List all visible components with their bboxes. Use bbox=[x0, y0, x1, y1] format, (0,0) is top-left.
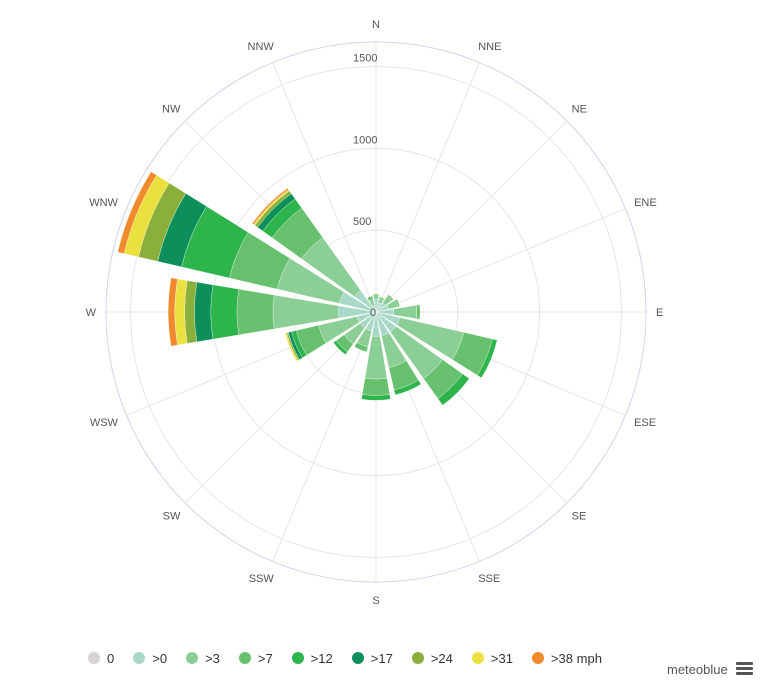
legend-item[interactable]: >12 bbox=[291, 650, 333, 666]
legend-marker bbox=[186, 652, 199, 664]
legend-item[interactable]: >24 bbox=[411, 650, 453, 666]
legend-label: >7 bbox=[257, 650, 273, 666]
ring-tick-label: 0 bbox=[370, 307, 376, 319]
legend: 0 >0 >3 >7 >12 >17 >24 >31 >38 mph bbox=[88, 650, 621, 666]
wind-bar-segment[interactable] bbox=[378, 296, 385, 301]
legend-item[interactable]: >31 bbox=[471, 650, 513, 666]
wind-bar-segment[interactable] bbox=[416, 304, 421, 320]
legend-marker bbox=[351, 652, 364, 664]
wind-bar-segment[interactable] bbox=[372, 293, 380, 300]
direction-label: SSE bbox=[478, 573, 500, 585]
wind-bar-segment[interactable] bbox=[393, 379, 422, 396]
legend-item[interactable]: 0 bbox=[88, 651, 114, 666]
legend-item[interactable]: >0 bbox=[133, 651, 167, 666]
wind-bar-segment[interactable] bbox=[194, 282, 214, 342]
wind-bar-segment[interactable] bbox=[362, 378, 390, 396]
legend-marker bbox=[133, 652, 146, 664]
legend-marker bbox=[291, 652, 304, 664]
direction-label: W bbox=[86, 307, 97, 319]
legend-item[interactable]: >38 mph bbox=[531, 650, 602, 666]
wind-bar-segment[interactable] bbox=[251, 187, 289, 225]
spoke-line bbox=[375, 208, 626, 313]
legend-marker bbox=[238, 652, 251, 664]
spoke-line bbox=[272, 62, 377, 313]
ring-tick-label: 500 bbox=[353, 216, 371, 228]
legend-label: >31 bbox=[490, 650, 513, 666]
legend-label: >0 bbox=[152, 650, 168, 666]
wind-bar-segment[interactable] bbox=[168, 277, 178, 347]
wind-bar-segment[interactable] bbox=[477, 338, 498, 379]
legend-label: >3 bbox=[205, 650, 220, 666]
spoke-line bbox=[375, 62, 480, 313]
direction-label: NNW bbox=[248, 41, 275, 53]
wind-bar-segment[interactable] bbox=[367, 295, 374, 302]
direction-label: N bbox=[372, 19, 380, 31]
legend-label: >12 bbox=[310, 650, 333, 666]
legend-label: 0 bbox=[107, 650, 115, 666]
legend-item[interactable]: >3 bbox=[186, 651, 220, 666]
legend-label: >24 bbox=[430, 650, 453, 666]
outer-ring bbox=[105, 41, 647, 583]
wind-bars bbox=[117, 171, 498, 406]
wind-bar-segment[interactable] bbox=[354, 342, 369, 353]
wind-bar-segment[interactable] bbox=[361, 394, 391, 401]
direction-label: SSW bbox=[249, 573, 275, 585]
direction-label: ESE bbox=[634, 417, 656, 429]
wind-bar-segment[interactable] bbox=[210, 284, 239, 340]
direction-label: E bbox=[656, 307, 663, 319]
axis-labels: 0 500 1000 1500 N NNE NE ENE E ESE SE SSE S SSW SW WSW W… bbox=[86, 19, 664, 607]
legend-marker bbox=[531, 652, 544, 664]
wind-bar-segment[interactable] bbox=[437, 373, 470, 406]
direction-label: WSW bbox=[90, 417, 119, 429]
legend-marker bbox=[411, 652, 424, 664]
wind-bar-segment[interactable] bbox=[393, 305, 418, 319]
wind-bar-segment[interactable] bbox=[117, 171, 157, 254]
wind-rose-chart: 0 500 1000 1500 N NNE NE ENE E ESE SE SSE S SSW SW WSW W… bbox=[86, 19, 664, 607]
grid-ring bbox=[130, 66, 622, 558]
spoke-line bbox=[272, 311, 377, 562]
legend-marker bbox=[471, 652, 484, 664]
legend-item[interactable]: >7 bbox=[238, 650, 273, 666]
ring-tick-label: 1500 bbox=[353, 53, 377, 65]
legend-label: >17 bbox=[370, 650, 393, 666]
direction-label: NE bbox=[572, 103, 587, 115]
legend-marker bbox=[88, 652, 100, 664]
legend-item[interactable]: >17 bbox=[351, 650, 393, 666]
direction-label: SE bbox=[572, 511, 587, 523]
wind-bar-segment[interactable] bbox=[395, 298, 401, 308]
direction-label: NNE bbox=[478, 41, 501, 53]
legend-label: >38 mph bbox=[550, 650, 602, 666]
direction-label: NW bbox=[162, 103, 181, 115]
brand-logo: meteoblue bbox=[667, 662, 728, 677]
wind-bar-segment[interactable] bbox=[236, 288, 275, 336]
direction-label: SW bbox=[163, 511, 181, 523]
wind-bar-segment[interactable] bbox=[333, 340, 348, 355]
wind-bar-segment[interactable] bbox=[284, 332, 299, 362]
direction-label: WNW bbox=[89, 197, 118, 209]
ring-tick-label: 1000 bbox=[353, 134, 377, 146]
spoke-line bbox=[375, 120, 568, 313]
direction-label: ENE bbox=[634, 197, 657, 209]
hamburger-menu-icon[interactable] bbox=[736, 662, 753, 676]
direction-label: S bbox=[372, 595, 379, 607]
wind-bar-segment[interactable] bbox=[387, 294, 394, 301]
